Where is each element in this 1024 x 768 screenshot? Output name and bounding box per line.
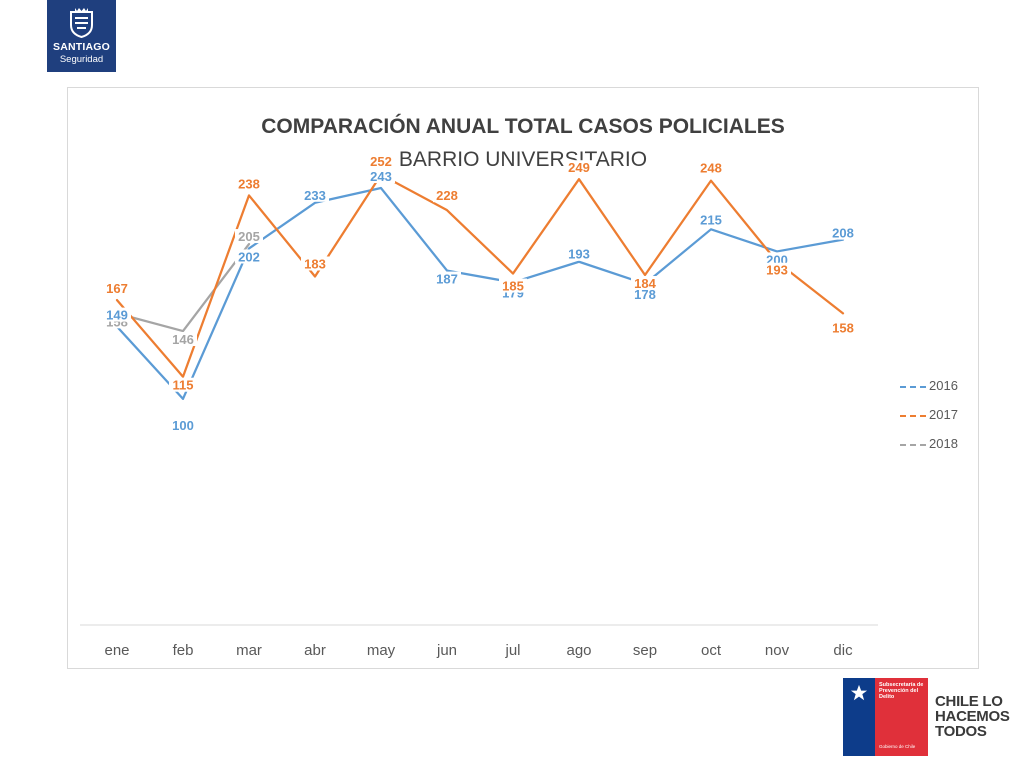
chart-title: COMPARACIÓN ANUAL TOTAL CASOS POLICIALES — [261, 115, 785, 138]
data-label: 205 — [238, 229, 260, 244]
data-label-bg — [631, 286, 659, 301]
data-label-bg — [565, 246, 593, 261]
data-label-bg — [763, 262, 791, 277]
data-label: 202 — [238, 249, 260, 264]
data-label-bg — [169, 377, 197, 392]
data-label-bg — [301, 187, 329, 202]
data-label-bg — [235, 249, 263, 264]
data-label-bg — [235, 229, 263, 244]
legend-label: 2017 — [929, 407, 958, 422]
data-label-bg — [433, 271, 461, 286]
data-label: 249 — [568, 160, 590, 175]
data-label: 187 — [436, 272, 458, 287]
santiago-crest-icon — [70, 8, 93, 38]
data-label-bg — [169, 417, 197, 432]
x-tick-label: may — [367, 642, 396, 659]
gobierno-de-chile-logo: Subsecretaría de Prevención del Delito G… — [843, 678, 928, 756]
x-tick-label: ene — [104, 642, 129, 659]
line-chart: ene feb mar abr may jun jul ago sep oct nov dic 158 1… — [80, 153, 878, 659]
data-label: 208 — [832, 226, 854, 241]
legend-label: 2018 — [929, 436, 958, 451]
santiago-seguridad-logo: SANTIAGO Seguridad — [47, 0, 116, 72]
data-label: 149 — [106, 308, 128, 323]
data-label-bg — [499, 278, 527, 293]
x-tick-label: mar — [236, 642, 262, 659]
data-label: 167 — [106, 281, 128, 296]
x-tick-label: feb — [173, 642, 194, 659]
data-label-bg — [433, 188, 461, 203]
data-label: 146 — [172, 332, 194, 347]
data-label-bg — [631, 276, 659, 291]
data-label-bg — [829, 320, 857, 335]
data-label-bg — [367, 169, 395, 184]
logo-red-block — [875, 678, 928, 756]
data-label-bg — [103, 281, 131, 296]
series-line-2017 — [115, 173, 845, 378]
x-tick-label: sep — [633, 642, 657, 659]
logo-gobierno-text: Gobierno de Chile — [879, 744, 916, 749]
logo-name: SANTIAGO — [52, 41, 111, 53]
data-label: 100 — [172, 418, 194, 433]
legend-swatch — [900, 386, 926, 388]
data-label: 215 — [700, 212, 722, 227]
slogan-line: CHILE LO — [935, 693, 1003, 710]
data-label-bg — [235, 176, 263, 191]
x-tick-label: oct — [701, 642, 722, 659]
data-label-bg — [697, 160, 725, 175]
logo-agency-text: Subsecretaría de Prevención del Delito — [879, 682, 924, 700]
x-tick-label: ago — [566, 642, 591, 659]
data-label: 158 — [832, 320, 854, 335]
data-label-bg — [565, 160, 593, 175]
slogan: CHILE LO HACEMOS TODOS — [935, 694, 1015, 739]
logo-subname: Seguridad — [59, 54, 104, 65]
slogan-line: TODOS — [935, 723, 987, 740]
x-tick-label: jun — [436, 642, 457, 659]
data-label: 243 — [370, 169, 392, 184]
data-label-bg — [169, 332, 197, 347]
data-label: 115 — [173, 378, 194, 393]
data-label-bg — [829, 225, 857, 240]
data-label: 178 — [634, 287, 656, 302]
data-label: 252 — [370, 154, 392, 169]
x-tick-label: dic — [833, 642, 853, 659]
data-label: 183 — [304, 256, 326, 271]
data-label: 228 — [436, 188, 458, 203]
data-label: 193 — [568, 247, 590, 262]
x-tick-label: jul — [504, 642, 520, 659]
legend-swatch — [900, 444, 926, 446]
data-label: 248 — [700, 161, 722, 176]
chart-frame: COMPARACIÓN ANUAL TOTAL CASOS POLICIALES… — [67, 87, 979, 669]
legend-swatch — [900, 415, 926, 417]
data-label: 193 — [766, 263, 788, 278]
data-label-bg — [697, 212, 725, 227]
data-label: 238 — [238, 176, 260, 191]
x-tick-label: abr — [304, 642, 326, 659]
data-label: 233 — [304, 188, 326, 203]
star-icon — [850, 684, 868, 701]
data-label: 185 — [502, 279, 524, 294]
series-line-2016 — [115, 186, 845, 400]
slogan-line: HACEMOS — [935, 708, 1010, 725]
legend-label: 2016 — [929, 378, 958, 393]
data-label: 184 — [634, 276, 656, 291]
data-label-bg — [301, 256, 329, 271]
data-label-bg — [103, 307, 131, 322]
x-tick-label: nov — [765, 642, 790, 659]
data-label-bg — [367, 153, 395, 168]
series-line-2018 — [115, 242, 251, 333]
